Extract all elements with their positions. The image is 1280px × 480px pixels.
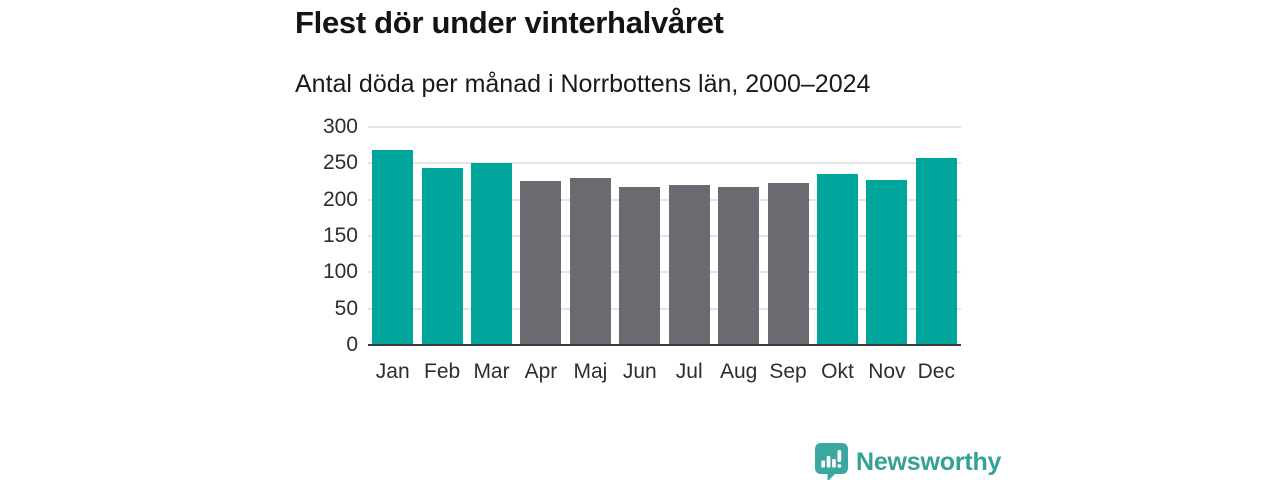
x-tick-label-okt: Okt [821, 360, 854, 383]
x-tick-label-jul: Jul [675, 360, 703, 383]
x-tick-label-maj: Maj [573, 360, 608, 383]
bar-mar [471, 163, 513, 345]
bar-jul [668, 185, 710, 345]
y-tick-label-200: 200 [322, 187, 358, 211]
x-tick-label-sep: Sep [769, 360, 807, 383]
newsworthy-brand-text: Newsworthy [856, 447, 1002, 476]
y-tick-label-100: 100 [322, 260, 358, 284]
bar-jan [372, 149, 414, 345]
bar-chart-plot-area [368, 126, 961, 346]
y-tick-label-300: 300 [322, 115, 358, 138]
gridline-150 [368, 235, 961, 237]
y-tick-label-250: 250 [322, 151, 358, 175]
bar-aug [718, 187, 760, 345]
newsworthy-brand: Newsworthy [815, 443, 1001, 480]
x-tick-label-feb: Feb [424, 360, 461, 383]
gridline-100 [368, 271, 961, 274]
gridline-200 [368, 198, 961, 201]
bar-sep [767, 182, 809, 345]
newsworthy-logo-icon [815, 443, 848, 480]
gridline-50 [368, 307, 961, 310]
x-axis-baseline [368, 344, 961, 346]
gridline-250 [368, 162, 961, 165]
x-tick-label-nov: Nov [868, 360, 906, 383]
chart-subtitle: Antal döda per månad i Norrbottens län, … [295, 70, 871, 98]
chart-title: Flest dör under vinterhalvåret [295, 5, 724, 40]
bar-apr [520, 180, 562, 345]
x-tick-label-jun: Jun [622, 360, 657, 383]
gridline-300 [368, 126, 961, 128]
y-tick-label-50: 50 [334, 296, 358, 320]
x-tick-label-mar: Mar [473, 360, 510, 383]
x-tick-label-dec: Dec [917, 360, 955, 383]
bar-dec [915, 158, 957, 345]
bar-maj [569, 177, 611, 345]
y-axis-labels: 0 50 100 150 200 250 300 [0, 115, 358, 356]
y-tick-label-0: 0 [346, 333, 358, 356]
x-tick-label-apr: Apr [524, 360, 558, 383]
bar-okt [816, 173, 858, 345]
bar-jun [619, 187, 661, 345]
x-axis-labels: Jan Feb Mar Apr Maj Jun Jul Aug Sep Okt Nov Dec [368, 359, 961, 387]
bar-nov [866, 180, 908, 345]
x-tick-label-aug: Aug [719, 360, 758, 383]
y-tick-label-150: 150 [322, 224, 358, 247]
x-tick-label-jan: Jan [375, 360, 410, 383]
bar-feb [421, 167, 463, 345]
